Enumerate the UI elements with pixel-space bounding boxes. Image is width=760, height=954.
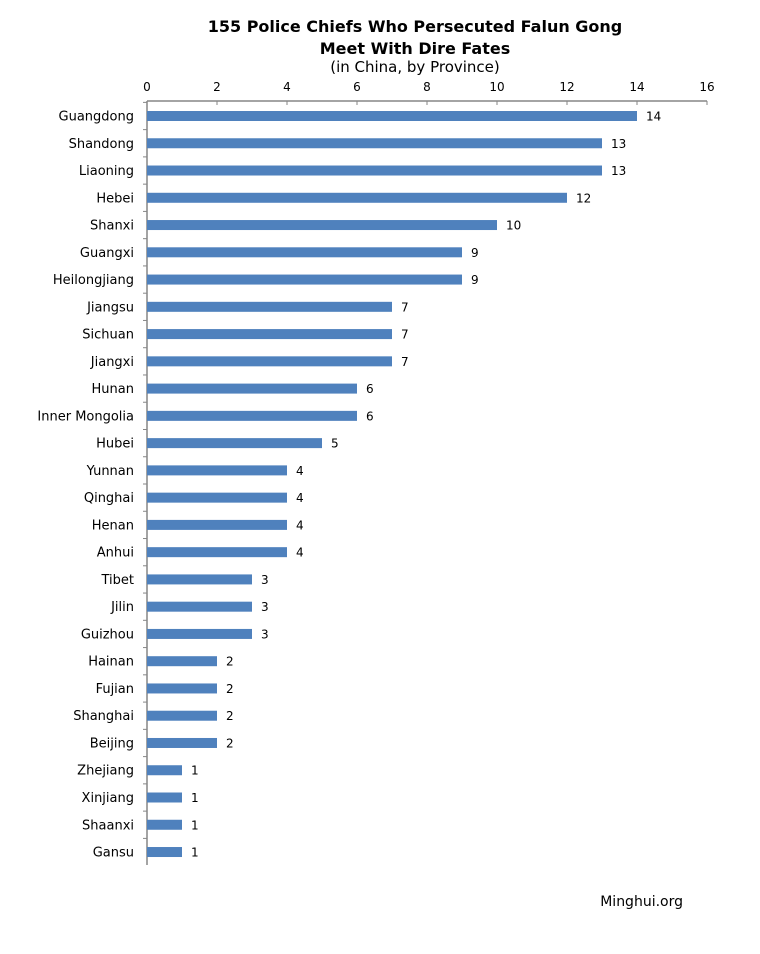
category-label: Sichuan [82, 328, 134, 343]
bar [147, 656, 217, 667]
chart-title-line2: Meet With Dire Fates [320, 39, 510, 58]
x-tick-label: 16 [699, 80, 714, 94]
bar [147, 710, 217, 721]
bar [147, 329, 392, 340]
x-tick-label: 12 [559, 80, 574, 94]
data-label: 2 [226, 709, 234, 723]
category-label: Hebei [96, 191, 134, 206]
data-label: 14 [646, 110, 661, 124]
category-label: Henan [92, 518, 134, 533]
category-label: Guizhou [81, 627, 134, 642]
bar [147, 247, 462, 258]
bar [147, 301, 392, 312]
bar [147, 519, 287, 530]
category-label: Zhejiang [77, 764, 134, 779]
category-label: Heilongjiang [53, 273, 134, 288]
chart-title: 155 Police Chiefs Who Persecuted Falun G… [208, 17, 623, 36]
data-label: 4 [296, 491, 304, 505]
category-label: Xinjiang [82, 791, 134, 806]
data-label: 7 [401, 300, 409, 314]
x-tick-label: 8 [423, 80, 431, 94]
bar [147, 601, 252, 612]
category-label: Shanghai [73, 709, 134, 724]
category-label: Shandong [69, 137, 134, 152]
bar [147, 274, 462, 285]
data-label: 6 [366, 382, 374, 396]
x-tick-label: 6 [353, 80, 361, 94]
category-label: Hubei [96, 437, 134, 452]
category-label: Hunan [92, 382, 134, 397]
x-tick-label: 0 [143, 80, 151, 94]
bar [147, 683, 217, 694]
bar [147, 628, 252, 639]
bar [147, 847, 182, 858]
data-label: 4 [296, 546, 304, 560]
category-label: Inner Mongolia [37, 409, 134, 424]
data-label: 2 [226, 682, 234, 696]
bar [147, 220, 497, 231]
bar [147, 383, 357, 394]
data-label: 9 [471, 246, 479, 260]
bar [147, 438, 322, 449]
chart-subtitle: (in China, by Province) [330, 58, 500, 76]
data-label: 6 [366, 409, 374, 423]
category-label: Guangdong [59, 110, 134, 125]
data-label: 9 [471, 273, 479, 287]
bar [147, 492, 287, 503]
data-label: 7 [401, 355, 409, 369]
bar [147, 356, 392, 367]
data-label: 12 [576, 191, 591, 205]
bar [147, 192, 567, 203]
data-label: 1 [191, 791, 199, 805]
data-label: 3 [261, 573, 269, 587]
x-tick-label: 14 [629, 80, 644, 94]
category-label: Guangxi [80, 246, 134, 261]
data-label: 7 [401, 328, 409, 342]
data-label: 1 [191, 846, 199, 860]
data-label: 4 [296, 464, 304, 478]
data-label: 13 [611, 164, 626, 178]
data-label: 2 [226, 655, 234, 669]
bar [147, 111, 637, 121]
bar [147, 138, 602, 149]
category-label: Jiangxi [90, 355, 134, 370]
data-label: 3 [261, 600, 269, 614]
category-label: Jilin [110, 600, 134, 615]
category-label: Jiangsu [86, 300, 134, 315]
data-label: 3 [261, 627, 269, 641]
x-tick-label: 4 [283, 80, 291, 94]
category-label: Shaanxi [82, 818, 134, 833]
data-label: 5 [331, 437, 339, 451]
bar [147, 410, 357, 421]
category-label: Shanxi [90, 219, 134, 234]
bar [147, 737, 217, 748]
data-label: 2 [226, 736, 234, 750]
bar [147, 765, 182, 776]
data-label: 1 [191, 818, 199, 832]
category-label: Yunnan [86, 464, 134, 479]
data-label: 4 [296, 518, 304, 532]
x-tick-label: 10 [489, 80, 504, 94]
x-tick-label: 2 [213, 80, 221, 94]
category-label: Qinghai [84, 491, 134, 506]
bar [147, 792, 182, 803]
data-label: 10 [506, 219, 521, 233]
data-label: 13 [611, 137, 626, 151]
category-label: Beijing [90, 736, 134, 751]
bar [147, 547, 287, 558]
bar [147, 574, 252, 585]
bar [147, 465, 287, 476]
category-label: Hainan [88, 655, 134, 670]
category-label: Tibet [101, 573, 135, 588]
bar [147, 819, 182, 830]
data-label: 1 [191, 764, 199, 778]
category-label: Gansu [93, 846, 134, 861]
category-label: Fujian [96, 682, 134, 697]
bar [147, 165, 602, 176]
category-label: Liaoning [79, 164, 134, 179]
source-label: Minghui.org [600, 894, 683, 910]
category-label: Anhui [97, 546, 134, 561]
